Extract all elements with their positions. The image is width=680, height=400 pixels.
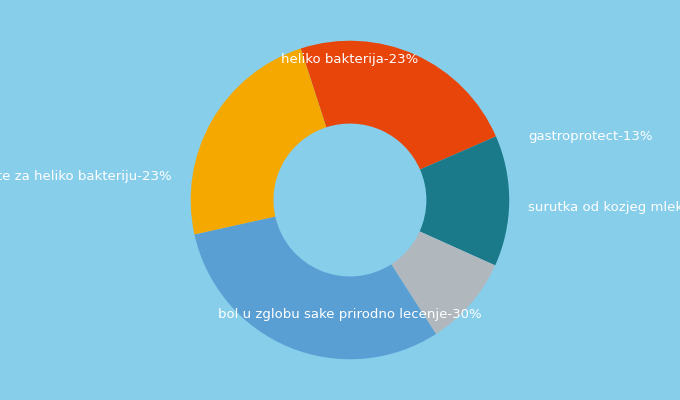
Text: heliko bakterija-23%: heliko bakterija-23% — [282, 53, 419, 66]
Text: tablete za heliko bakteriju-23%: tablete za heliko bakteriju-23% — [0, 170, 171, 183]
Text: surutka od kozjeg mleka-9%: surutka od kozjeg mleka-9% — [528, 202, 680, 214]
Wedge shape — [391, 231, 495, 334]
Text: gastroprotect-13%: gastroprotect-13% — [528, 130, 653, 143]
Wedge shape — [301, 41, 496, 170]
Wedge shape — [420, 136, 509, 266]
Wedge shape — [194, 216, 436, 359]
Wedge shape — [190, 48, 326, 234]
Text: bol u zglobu sake prirodno lecenje-30%: bol u zglobu sake prirodno lecenje-30% — [218, 308, 481, 321]
